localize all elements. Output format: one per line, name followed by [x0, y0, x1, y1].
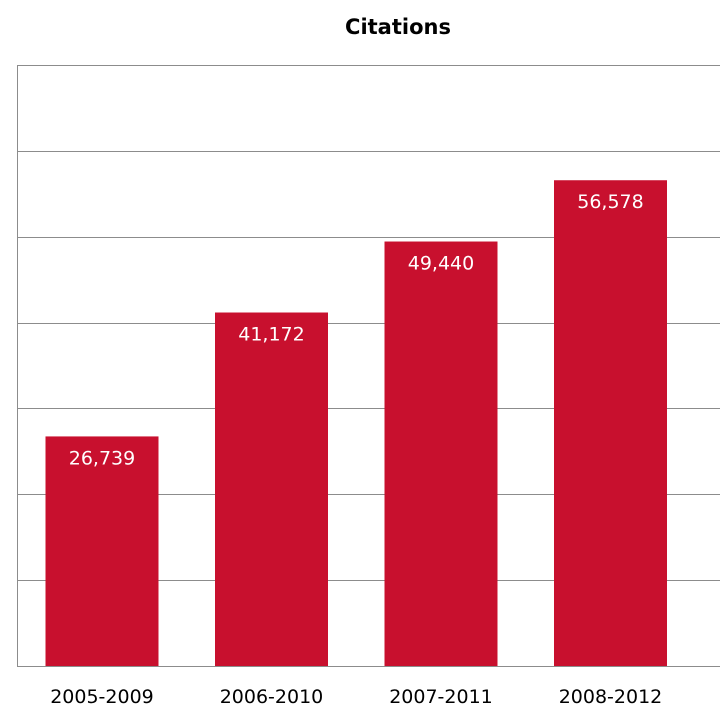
data-label: 49,440 [408, 253, 474, 275]
x-tick-label: 2005-2009 [50, 686, 154, 708]
x-tick-label: 2007-2011 [389, 686, 493, 708]
data-label: 26,739 [69, 447, 135, 469]
bar [554, 180, 667, 666]
data-labels: 26,739 41,172 49,440 56,578 [69, 191, 644, 469]
bars [45, 180, 667, 667]
bar [45, 436, 159, 666]
data-label: 41,172 [238, 324, 304, 346]
data-label: 56,578 [577, 191, 643, 213]
x-tick-label: 2008-2012 [559, 686, 663, 708]
chart-title: Citations [345, 15, 451, 39]
bar [215, 312, 328, 666]
x-axis-tick-labels: 2005-2009 2006-2010 2007-2011 2008-2012 [50, 686, 662, 708]
bar [384, 241, 498, 667]
x-tick-label: 2006-2010 [220, 686, 324, 708]
